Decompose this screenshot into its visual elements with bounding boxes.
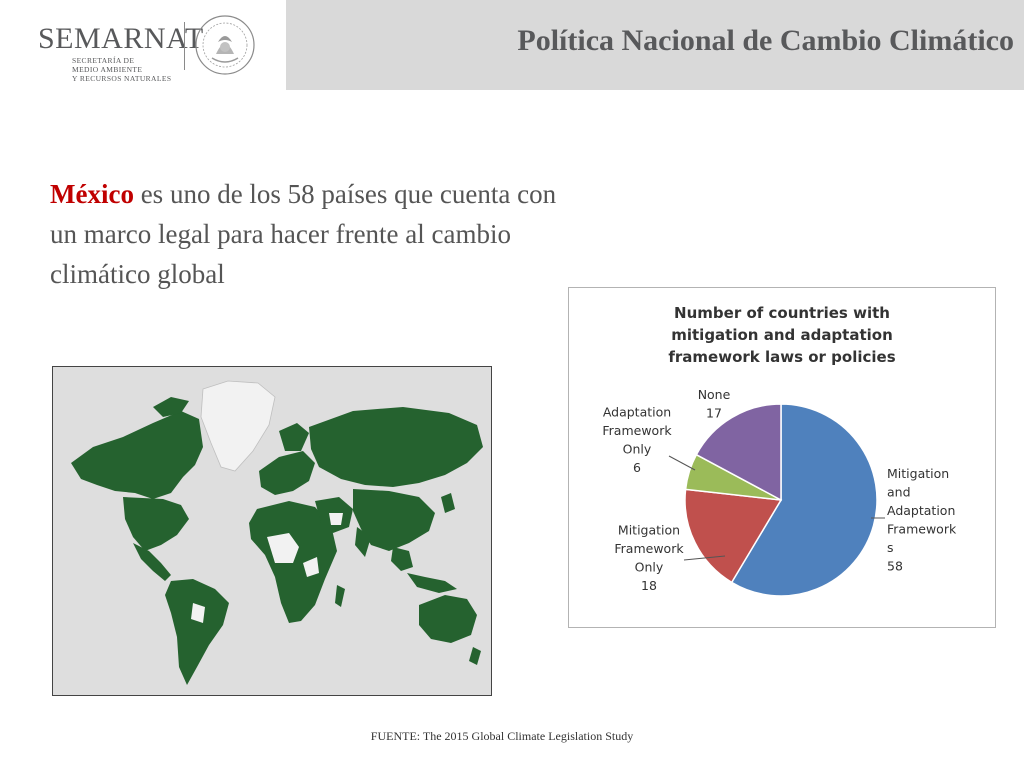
pie-chart-frame: Number of countries with mitigation and … <box>568 287 996 628</box>
brand-sub-line: SECRETARÍA DE <box>72 56 135 65</box>
slice-label: Mitigation and Adaptation Framework s 58 <box>887 466 957 574</box>
pie-chart: Mitigation and Adaptation Framework s 58Mitig… <box>602 387 957 597</box>
slice-label-line: Adaptation <box>603 404 671 419</box>
slice-label-line: Only <box>635 559 664 574</box>
pie-slice <box>684 488 783 584</box>
logo-area: SEMARNAT SECRETARÍA DE MEDIO AMBIENTE Y … <box>0 0 286 90</box>
slice-label: Mitigation Framework Only 18 <box>614 522 684 593</box>
semarnat-subtitle: SECRETARÍA DE MEDIO AMBIENTE Y RECURSOS … <box>72 56 192 83</box>
pie-slice <box>730 403 878 597</box>
intro-text: México es uno de los 58 países que cuent… <box>50 174 570 294</box>
chart-title: Number of countries with mitigation and … <box>668 304 896 366</box>
source-note: FUENTE: The 2015 Global Climate Legislat… <box>0 729 1004 744</box>
semarnat-logo: SEMARNAT <box>38 22 204 55</box>
slice-label-line: s <box>887 540 894 555</box>
slice-label-line: Only <box>623 441 652 456</box>
highlight-mexico: México <box>50 179 134 209</box>
slice-label-line: 17 <box>706 405 722 420</box>
pie-slice <box>695 403 782 502</box>
slice-label-line: Adaptation <box>887 503 955 518</box>
source-text: FUENTE: The 2015 Global Climate Legislat… <box>370 729 634 743</box>
page-title: Política Nacional de Cambio Climático <box>517 24 1014 57</box>
world-map <box>52 366 492 696</box>
world-map-image <box>53 367 490 694</box>
slice-label-line: Framework <box>614 541 684 556</box>
slice-label-line: and <box>887 484 911 499</box>
slice-label-line: 6 <box>633 460 641 475</box>
slice-label-line: 58 <box>887 558 903 573</box>
mexico-seal-icon <box>195 15 255 75</box>
slice-label-line: 18 <box>641 578 657 593</box>
slice-label: None 17 <box>698 387 731 421</box>
slice-label: Adaptation Framework Only 6 <box>602 404 672 475</box>
header: SEMARNAT SECRETARÍA DE MEDIO AMBIENTE Y … <box>0 0 1024 90</box>
brand-sub-line: Y RECURSOS NATURALES <box>72 74 172 83</box>
brand-sub-line: MEDIO AMBIENTE <box>72 65 143 74</box>
slice-label-line: Mitigation <box>887 466 949 481</box>
slice-label-line: Mitigation <box>618 522 680 537</box>
slice-label-line: Framework <box>887 521 957 536</box>
leader-line <box>668 455 696 471</box>
intro-body: es uno de los 58 países que cuenta con u… <box>50 179 557 289</box>
slice-label-line: Framework <box>602 423 672 438</box>
slice-label-line: None <box>698 387 731 402</box>
leader-line <box>683 555 726 561</box>
logo-divider <box>184 22 185 70</box>
title-band: Política Nacional de Cambio Climático <box>286 0 1024 90</box>
